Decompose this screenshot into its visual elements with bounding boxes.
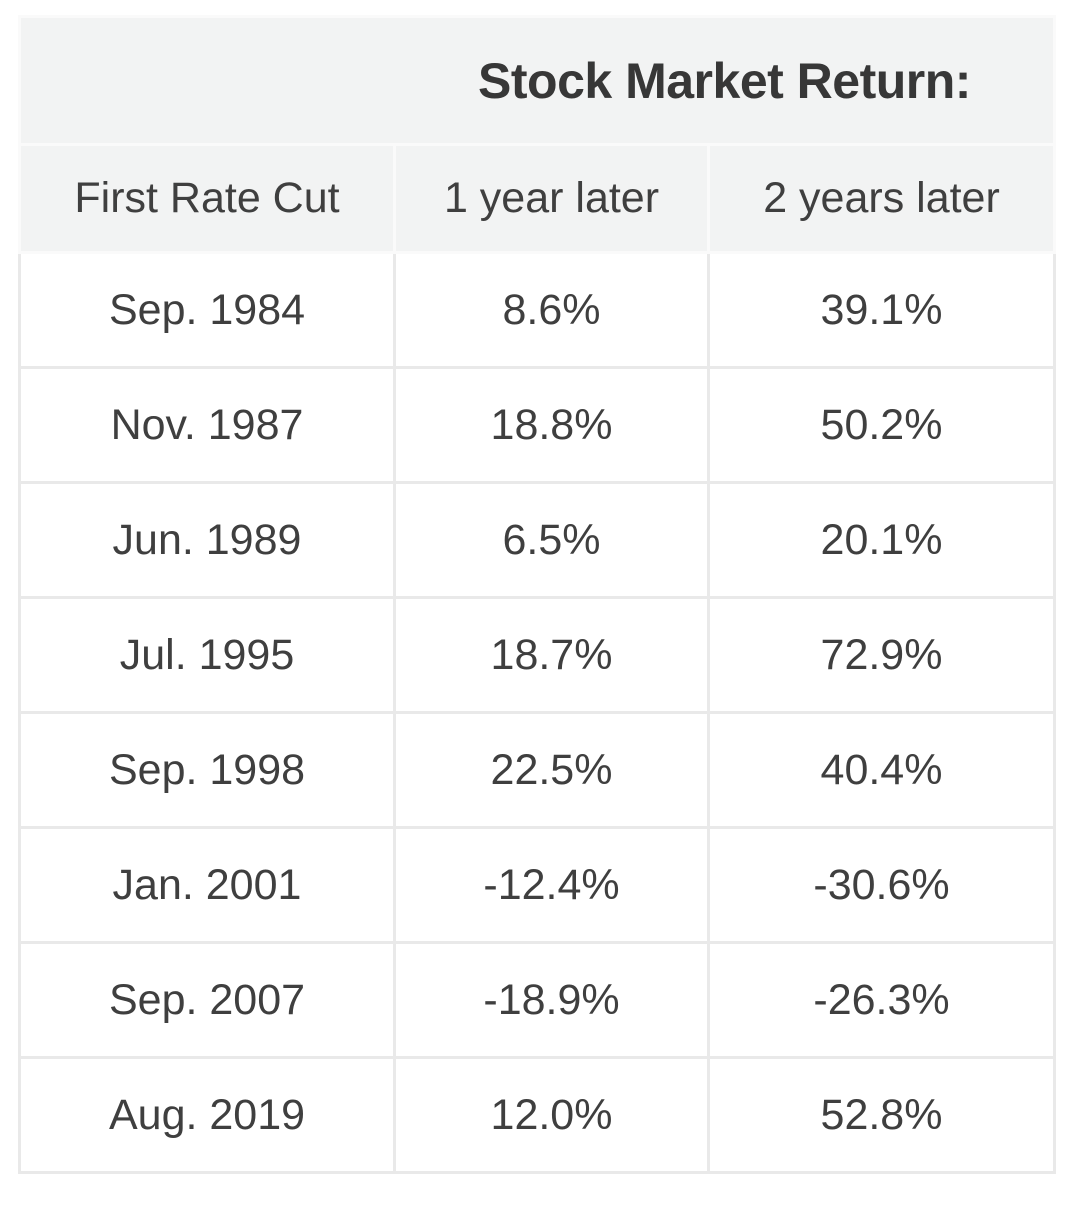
title-row: Stock Market Return: [18, 15, 1056, 146]
rate-cut-date-cell: Sep. 1984 [18, 251, 396, 369]
table-row: Jul. 1995 18.7% 72.9% [18, 596, 1056, 714]
rate-cut-date-cell: Jun. 1989 [18, 481, 396, 599]
rate-cut-date-cell: Jul. 1995 [18, 596, 396, 714]
table-row: Sep. 2007 -18.9% -26.3% [18, 941, 1056, 1059]
return-2yr-cell: 72.9% [707, 596, 1056, 714]
return-1yr-cell: 22.5% [393, 711, 710, 829]
return-1yr-cell: 12.0% [393, 1056, 710, 1174]
page: { "table": { "title": "Stock Market Retu… [0, 15, 1070, 1215]
column-header-first-rate-cut: First Rate Cut [18, 143, 396, 254]
rate-cut-date-cell: Sep. 1998 [18, 711, 396, 829]
table-header: Stock Market Return: First Rate Cut 1 ye… [18, 15, 1056, 254]
rate-cut-date-cell: Nov. 1987 [18, 366, 396, 484]
table-body: Sep. 1984 8.6% 39.1% Nov. 1987 18.8% 50.… [18, 251, 1056, 1174]
table-row: Jun. 1989 6.5% 20.1% [18, 481, 1056, 599]
return-2yr-cell: 50.2% [707, 366, 1056, 484]
return-2yr-cell: 52.8% [707, 1056, 1056, 1174]
table-row: Nov. 1987 18.8% 50.2% [18, 366, 1056, 484]
table-row: Jan. 2001 -12.4% -30.6% [18, 826, 1056, 944]
return-1yr-cell: 18.7% [393, 596, 710, 714]
stock-market-return-table: Stock Market Return: First Rate Cut 1 ye… [18, 15, 1056, 1174]
return-1yr-cell: -12.4% [393, 826, 710, 944]
return-2yr-cell: 20.1% [707, 481, 1056, 599]
column-header-1-year-later: 1 year later [393, 143, 710, 254]
column-header-row: First Rate Cut 1 year later 2 years late… [18, 143, 1056, 254]
table-title: Stock Market Return: [18, 15, 1056, 146]
rate-cut-date-cell: Jan. 2001 [18, 826, 396, 944]
column-header-2-years-later: 2 years later [707, 143, 1056, 254]
return-1yr-cell: 18.8% [393, 366, 710, 484]
table-row: Aug. 2019 12.0% 52.8% [18, 1056, 1056, 1174]
rate-cut-date-cell: Sep. 2007 [18, 941, 396, 1059]
rate-cut-date-cell: Aug. 2019 [18, 1056, 396, 1174]
return-1yr-cell: 6.5% [393, 481, 710, 599]
return-2yr-cell: -30.6% [707, 826, 1056, 944]
return-2yr-cell: 40.4% [707, 711, 1056, 829]
return-2yr-cell: -26.3% [707, 941, 1056, 1059]
table-row: Sep. 1984 8.6% 39.1% [18, 251, 1056, 369]
return-1yr-cell: -18.9% [393, 941, 710, 1059]
return-2yr-cell: 39.1% [707, 251, 1056, 369]
return-1yr-cell: 8.6% [393, 251, 710, 369]
table-row: Sep. 1998 22.5% 40.4% [18, 711, 1056, 829]
